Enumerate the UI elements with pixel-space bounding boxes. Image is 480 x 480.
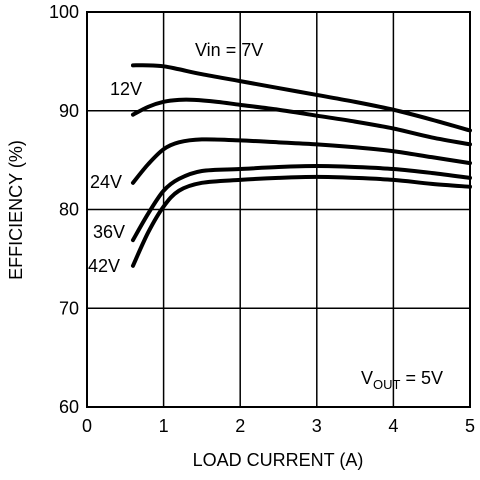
series-label-36v: 36V	[93, 222, 125, 242]
x-axis-label: LOAD CURRENT (A)	[193, 450, 364, 470]
y-tick-label: 60	[59, 397, 79, 417]
y-tick-label: 80	[59, 200, 79, 220]
series-line-12v	[130, 97, 472, 147]
vout-value: = 5V	[400, 368, 443, 388]
vout-symbol: V	[361, 368, 373, 388]
tick-labels: 0 1 2 3 4 5 60 70 80 90 100	[49, 2, 475, 436]
y-tick-label: 90	[59, 101, 79, 121]
y-tick-label: 70	[59, 298, 79, 318]
x-tick-label: 1	[159, 416, 169, 436]
series-label-vin7: Vin = 7V	[195, 40, 263, 60]
series-line-42v	[130, 174, 472, 268]
vout-annotation: VOUT = 5V	[361, 368, 443, 392]
vout-subscript: OUT	[373, 377, 401, 392]
series-line-vin7	[130, 63, 472, 133]
series-label-24v: 24V	[90, 172, 122, 192]
x-tick-label: 3	[312, 416, 322, 436]
series-group	[130, 63, 472, 268]
series-line-24v	[130, 137, 472, 185]
y-tick-label: 100	[49, 2, 79, 22]
series-label-42v: 42V	[88, 256, 120, 276]
x-tick-label: 4	[388, 416, 398, 436]
x-tick-label: 0	[82, 416, 92, 436]
series-label-12v: 12V	[110, 79, 142, 99]
x-tick-label: 5	[465, 416, 475, 436]
chart-grid	[87, 12, 470, 407]
y-axis-label: EFFICIENCY (%)	[6, 140, 26, 280]
x-tick-label: 2	[235, 416, 245, 436]
plot-frame	[86, 11, 471, 408]
series-line-36v	[130, 164, 472, 243]
